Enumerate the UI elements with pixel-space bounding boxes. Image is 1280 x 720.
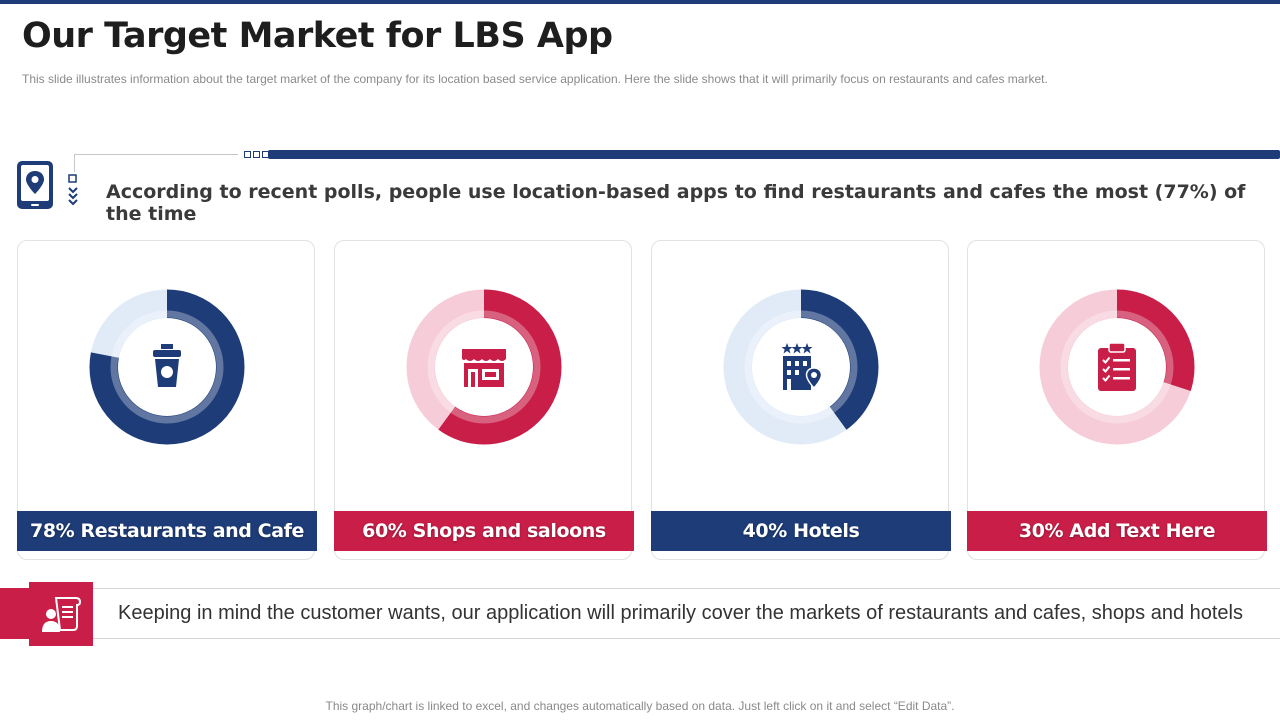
market-card-restaurants: 78% Restaurants and Cafe [17, 240, 317, 560]
hotel-location-icon [781, 343, 823, 390]
customer-scroll-icon [42, 597, 82, 632]
page-title: Our Target Market for LBS App [22, 16, 613, 56]
summary-band [0, 588, 1280, 639]
decorative-line-vertical [74, 154, 75, 172]
donut-value-arc [406, 289, 562, 445]
percent-label: 40% [742, 520, 788, 542]
headline-statement: According to recent polls, people use lo… [106, 181, 1246, 225]
donut-inner-ring [1060, 310, 1174, 424]
top-rule [0, 0, 1280, 4]
donut-value-arc [1039, 289, 1195, 445]
category-label: Shops and saloons [412, 520, 607, 542]
donut-inner-ring [110, 310, 224, 424]
category-label-band: 30% Add Text Here [967, 511, 1267, 551]
decorative-line [74, 154, 238, 155]
market-card-add-text: 30% Add Text Here [967, 240, 1267, 560]
market-card-hotels: 40% Hotels [651, 240, 951, 560]
donut-chart [89, 289, 245, 445]
donut-inner-ring [744, 310, 858, 424]
chevrons-down-icon [68, 174, 78, 206]
page-subtitle: This slide illustrates information about… [22, 72, 1048, 86]
percent-label: 60% [362, 520, 407, 542]
phone-location-icon [17, 161, 53, 209]
storefront-icon [462, 349, 506, 387]
summary-accent-strip [0, 588, 30, 639]
market-card-shops: 60% Shops and saloons [334, 240, 634, 560]
donut-value-arc [723, 289, 879, 445]
coffee-cup-icon [153, 344, 181, 387]
percent-label: 78% [30, 520, 75, 542]
category-label: Restaurants and Cafe [80, 520, 305, 542]
category-label: Hotels [793, 520, 860, 542]
donut-value-arc [89, 289, 245, 445]
category-label: Add Text Here [1069, 520, 1216, 542]
percent-label: 30% [1018, 520, 1064, 542]
category-label-band: 60% Shops and saloons [334, 511, 634, 551]
summary-icon-box [29, 582, 93, 646]
decorative-bar [268, 150, 1280, 159]
chart-note: This graph/chart is linked to excel, and… [325, 699, 955, 713]
summary-text: Keeping in mind the customer wants, our … [118, 602, 1243, 624]
category-label-band: 40% Hotels [651, 511, 951, 551]
clipboard-checklist-icon [1098, 342, 1136, 391]
category-label-band: 78% Restaurants and Cafe [17, 511, 317, 551]
donut-inner-ring [427, 310, 541, 424]
decorative-dots [244, 151, 269, 158]
